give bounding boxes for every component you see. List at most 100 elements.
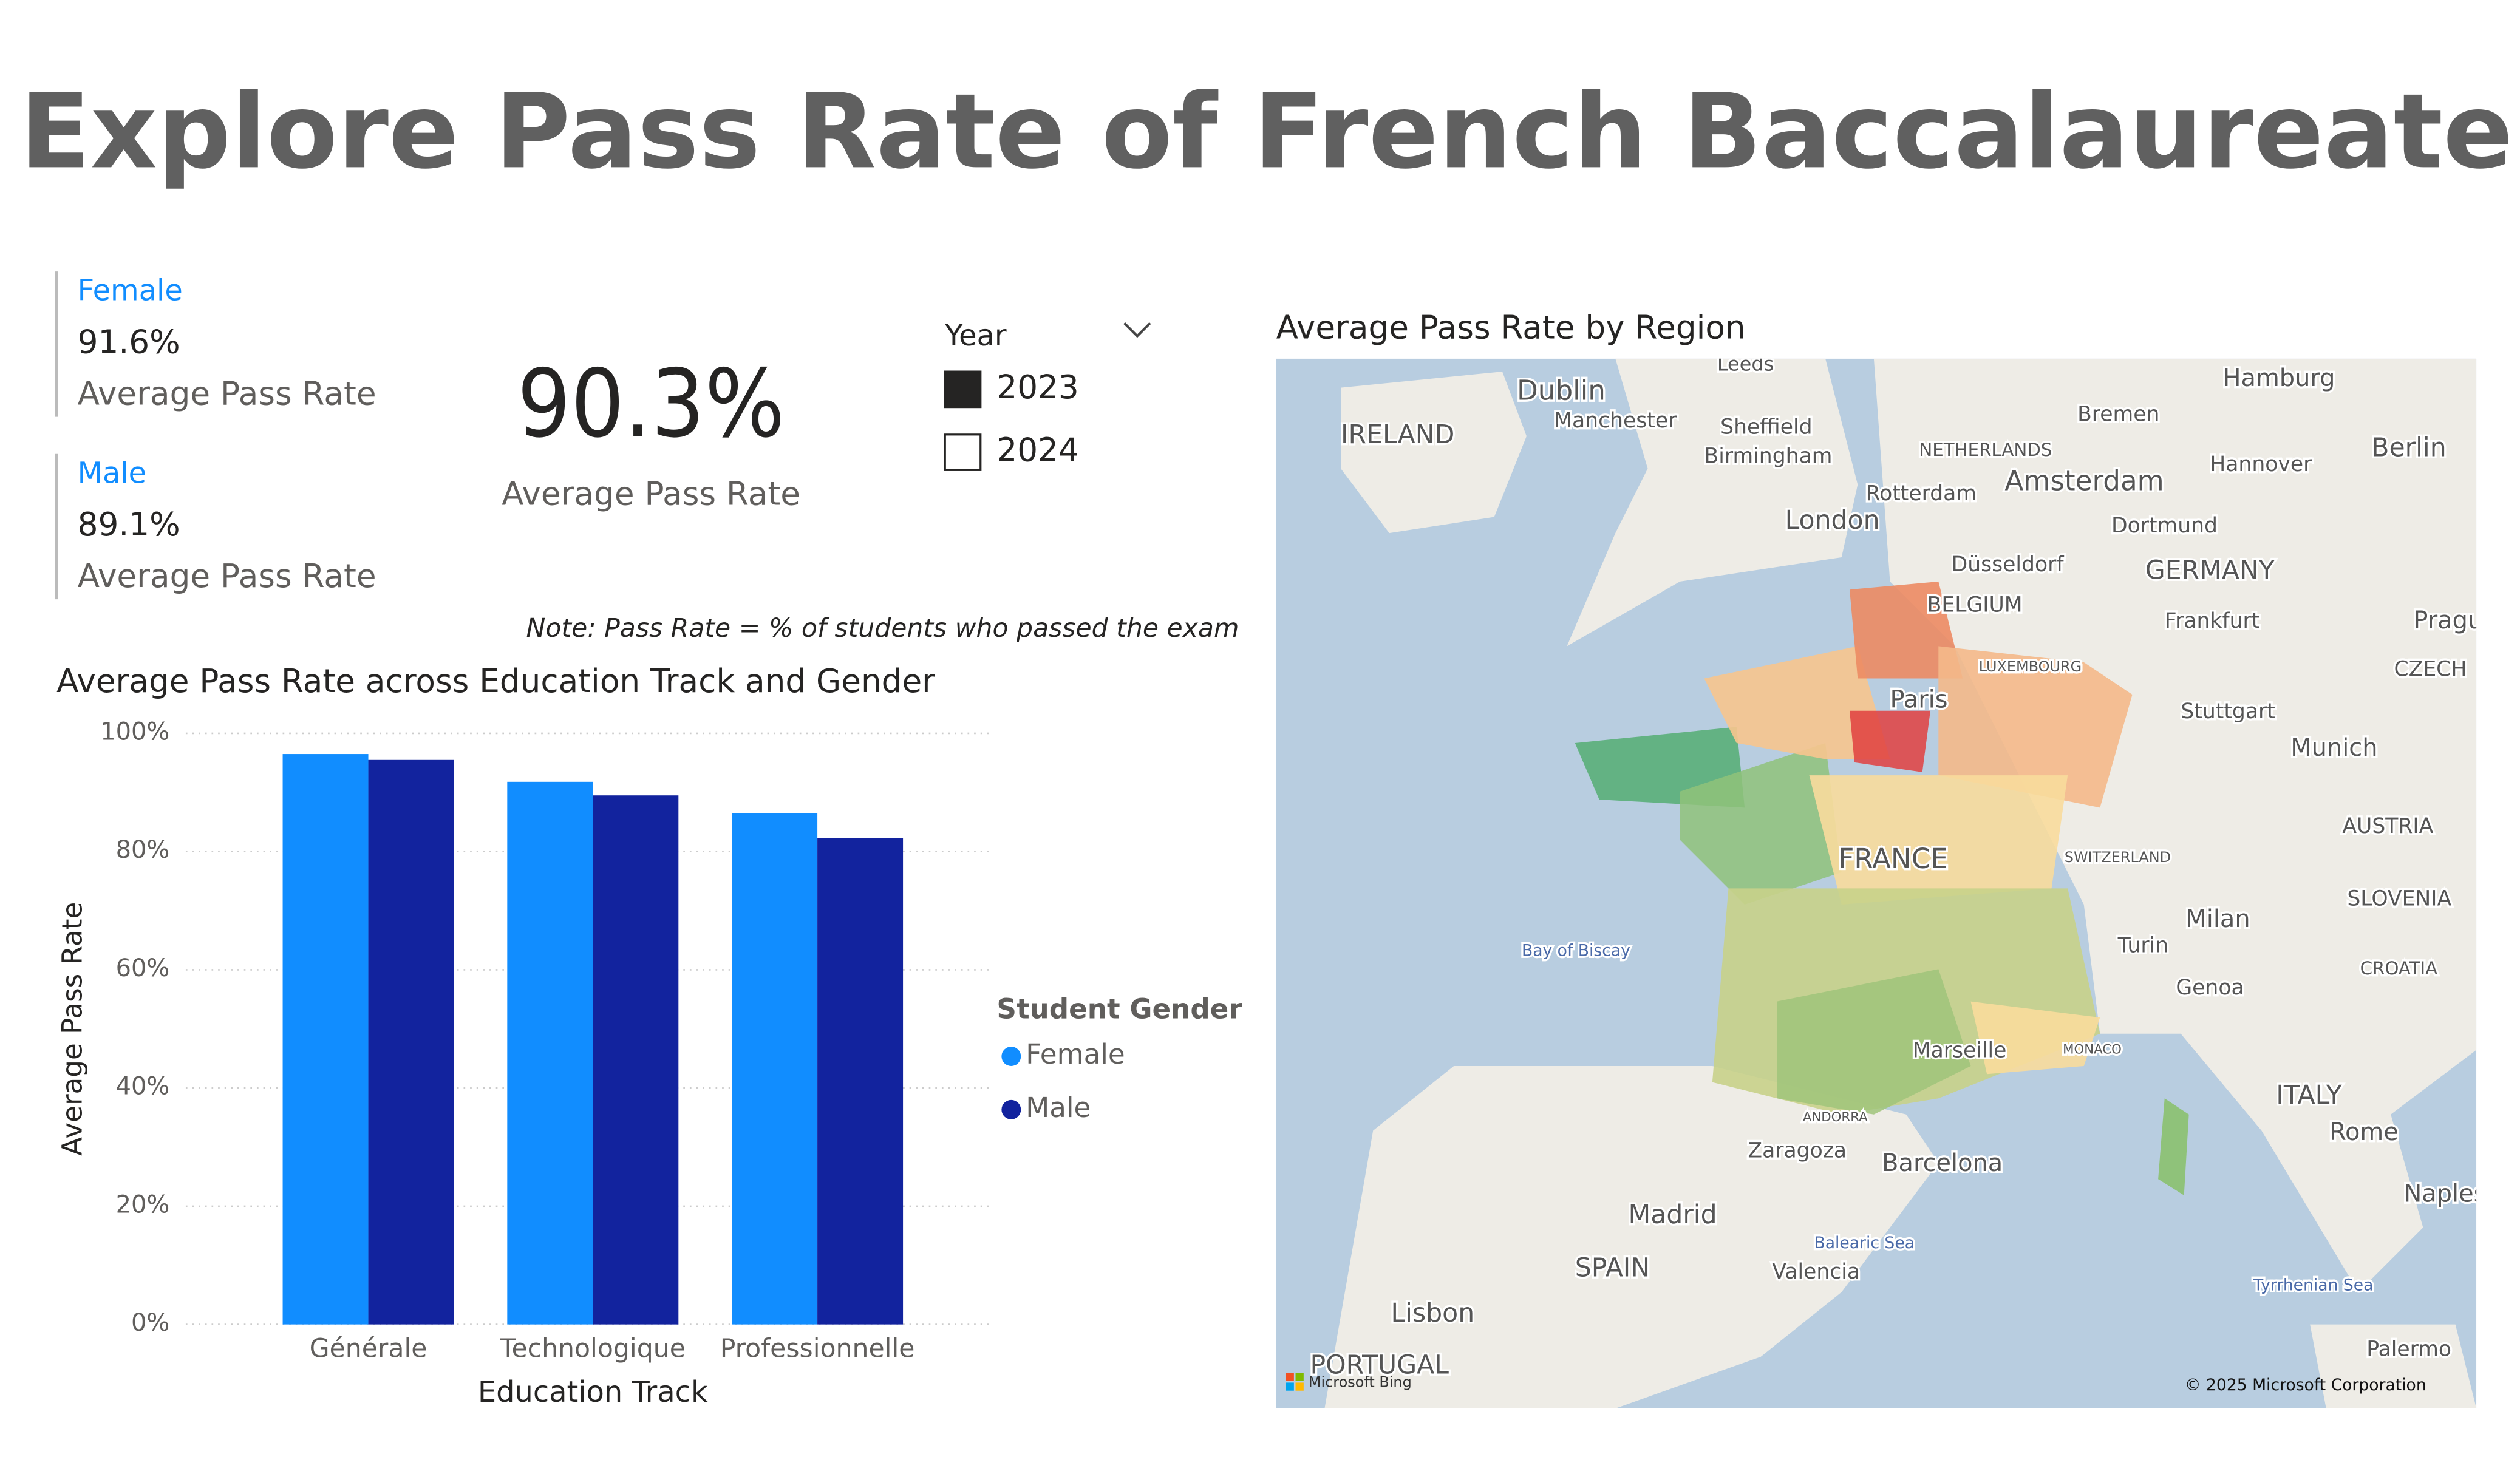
x-axis-label: Education Track: [478, 1376, 708, 1409]
title: Explore Pass Rate of French Baccalaureat…: [20, 72, 2513, 192]
map-label: Lisbon: [1391, 1298, 1474, 1328]
land: [2310, 1324, 2477, 1408]
map-label: LUXEMBOURG: [1979, 658, 2082, 675]
checkbox[interactable]: [944, 370, 982, 409]
region: [2158, 1098, 2189, 1195]
y-tick-label: 40%: [116, 1073, 170, 1101]
attribution: Microsoft Bing: [1309, 1373, 1412, 1390]
legend-label[interactable]: Female: [1026, 1038, 1125, 1070]
map-label: Bay of Biscay: [1522, 942, 1630, 960]
map-label: Stuttgart: [2181, 699, 2275, 724]
map-label: ITALY: [2276, 1080, 2342, 1110]
card-label: Female: [78, 274, 183, 308]
kpi-caption: Average Pass Rate: [502, 475, 800, 513]
y-tick-label: 100%: [100, 718, 169, 745]
land: [1873, 358, 2477, 1292]
map-label: Zaragoza: [1748, 1138, 1847, 1163]
map-label: Valencia: [1772, 1260, 1860, 1284]
region: [1849, 710, 1931, 772]
map-label: FRANCE: [1838, 843, 1948, 875]
map-label: SPAIN: [1575, 1253, 1650, 1283]
kpi-value: 90.3%: [517, 350, 785, 458]
attribution: © 2025 Microsoft Corporation: [2185, 1376, 2426, 1394]
map-label: IRELAND: [1341, 419, 1454, 450]
x-tick-label: Générale: [310, 1334, 427, 1364]
y-tick-label: 0%: [131, 1309, 169, 1337]
legend-marker: [1001, 1099, 1021, 1119]
region: [1849, 581, 1963, 679]
bar: [732, 813, 818, 1325]
map-label: Paris: [1890, 685, 1948, 713]
map-label: Berlin: [2371, 432, 2446, 463]
legend-label[interactable]: Male: [1026, 1092, 1091, 1124]
map-label: Hamburg: [2223, 364, 2335, 392]
map-label: Amsterdam: [2004, 465, 2164, 497]
map: Leeds Dublin IRELAND Manchester Sheffield Bir…: [1276, 358, 2498, 1408]
land: [1324, 1065, 1939, 1408]
map-label: PORTUGAL: [1310, 1350, 1449, 1380]
map-label: CZECH: [2394, 657, 2467, 682]
checkbox[interactable]: [944, 433, 982, 471]
slicer-title: Year: [944, 319, 1007, 353]
map-label: Rotterdam: [1866, 481, 1977, 506]
region: [1938, 646, 2133, 808]
card-value: 91.6%: [78, 323, 180, 361]
map-label: Rome: [2329, 1118, 2399, 1146]
map-label: NETHERLANDS: [1919, 440, 2052, 460]
map-labels: Leeds Dublin IRELAND Manchester Sheffield Bir…: [1308, 359, 2498, 1382]
map-label: Naples: [2403, 1180, 2486, 1207]
map-label: Sheffield: [1720, 415, 1812, 440]
y-tick-label: 20%: [116, 1190, 170, 1218]
map-label: Madrid: [1629, 1200, 1717, 1230]
card-caption: Average Pass Rate: [78, 375, 376, 413]
region: [1809, 775, 2068, 905]
map-label: Turin: [2117, 934, 2169, 958]
card-caption: Average Pass Rate: [78, 557, 376, 595]
bar: [282, 754, 369, 1325]
map-label: Barcelona: [1882, 1149, 2003, 1177]
map-label: Birmingham: [1704, 444, 1833, 469]
bar: [368, 759, 454, 1325]
note: Note: Pass Rate = % of students who pass…: [526, 613, 1239, 644]
bar: [507, 781, 593, 1325]
map-label: SWITZERLAND: [2065, 849, 2171, 866]
region: [1704, 646, 1890, 759]
legend-marker: [1001, 1047, 1021, 1066]
map-label: Frankfurt: [2165, 609, 2260, 633]
slicer-option[interactable]: 2023: [996, 368, 1078, 406]
map-label: Bremen: [2077, 402, 2159, 426]
chart-title: Average Pass Rate across Education Track…: [56, 662, 935, 700]
map-label: Hannover: [2210, 452, 2312, 477]
map-label: London: [1785, 505, 1880, 535]
map-label: Milan: [2185, 905, 2250, 933]
map-label: Dortmund: [2111, 514, 2218, 538]
legend-title: Student Gender: [996, 993, 1242, 1025]
map-label: MONACO: [2063, 1042, 2122, 1057]
region: [1680, 742, 1842, 905]
map-label: Manchester: [1554, 409, 1677, 433]
x-tick-label: Professionnelle: [720, 1334, 915, 1364]
slicer: 2023 2024: [944, 368, 1079, 471]
map-label: GERMANY: [2145, 555, 2275, 585]
map-label: CROATIA: [2360, 958, 2438, 979]
region: [1970, 1001, 2100, 1075]
map-label: Prague: [2413, 606, 2498, 634]
y-axis-label: Average Pass Rate: [56, 902, 88, 1156]
map-label: BELGIUM: [1927, 593, 2023, 617]
slicer-option[interactable]: 2024: [996, 432, 1078, 469]
card-value: 89.1%: [78, 506, 180, 543]
bar: [817, 838, 904, 1325]
land: [1341, 372, 1527, 534]
map-label: Tyrrhenian Sea: [2253, 1275, 2373, 1294]
map-label: Palermo: [2366, 1337, 2451, 1362]
map-label: AUSTRIA: [2342, 814, 2433, 838]
slicer-chevron[interactable]: [1123, 322, 1151, 338]
map-label: Balearic Sea: [1814, 1234, 1915, 1252]
map-label: Munich: [2290, 734, 2377, 762]
bing-logo: [1286, 1373, 1304, 1391]
map-label: ANDORRA: [1803, 1110, 1868, 1125]
map-label: Marseille: [1913, 1039, 2007, 1063]
land: [1567, 358, 1858, 647]
y-tick-label: 60%: [116, 954, 170, 982]
